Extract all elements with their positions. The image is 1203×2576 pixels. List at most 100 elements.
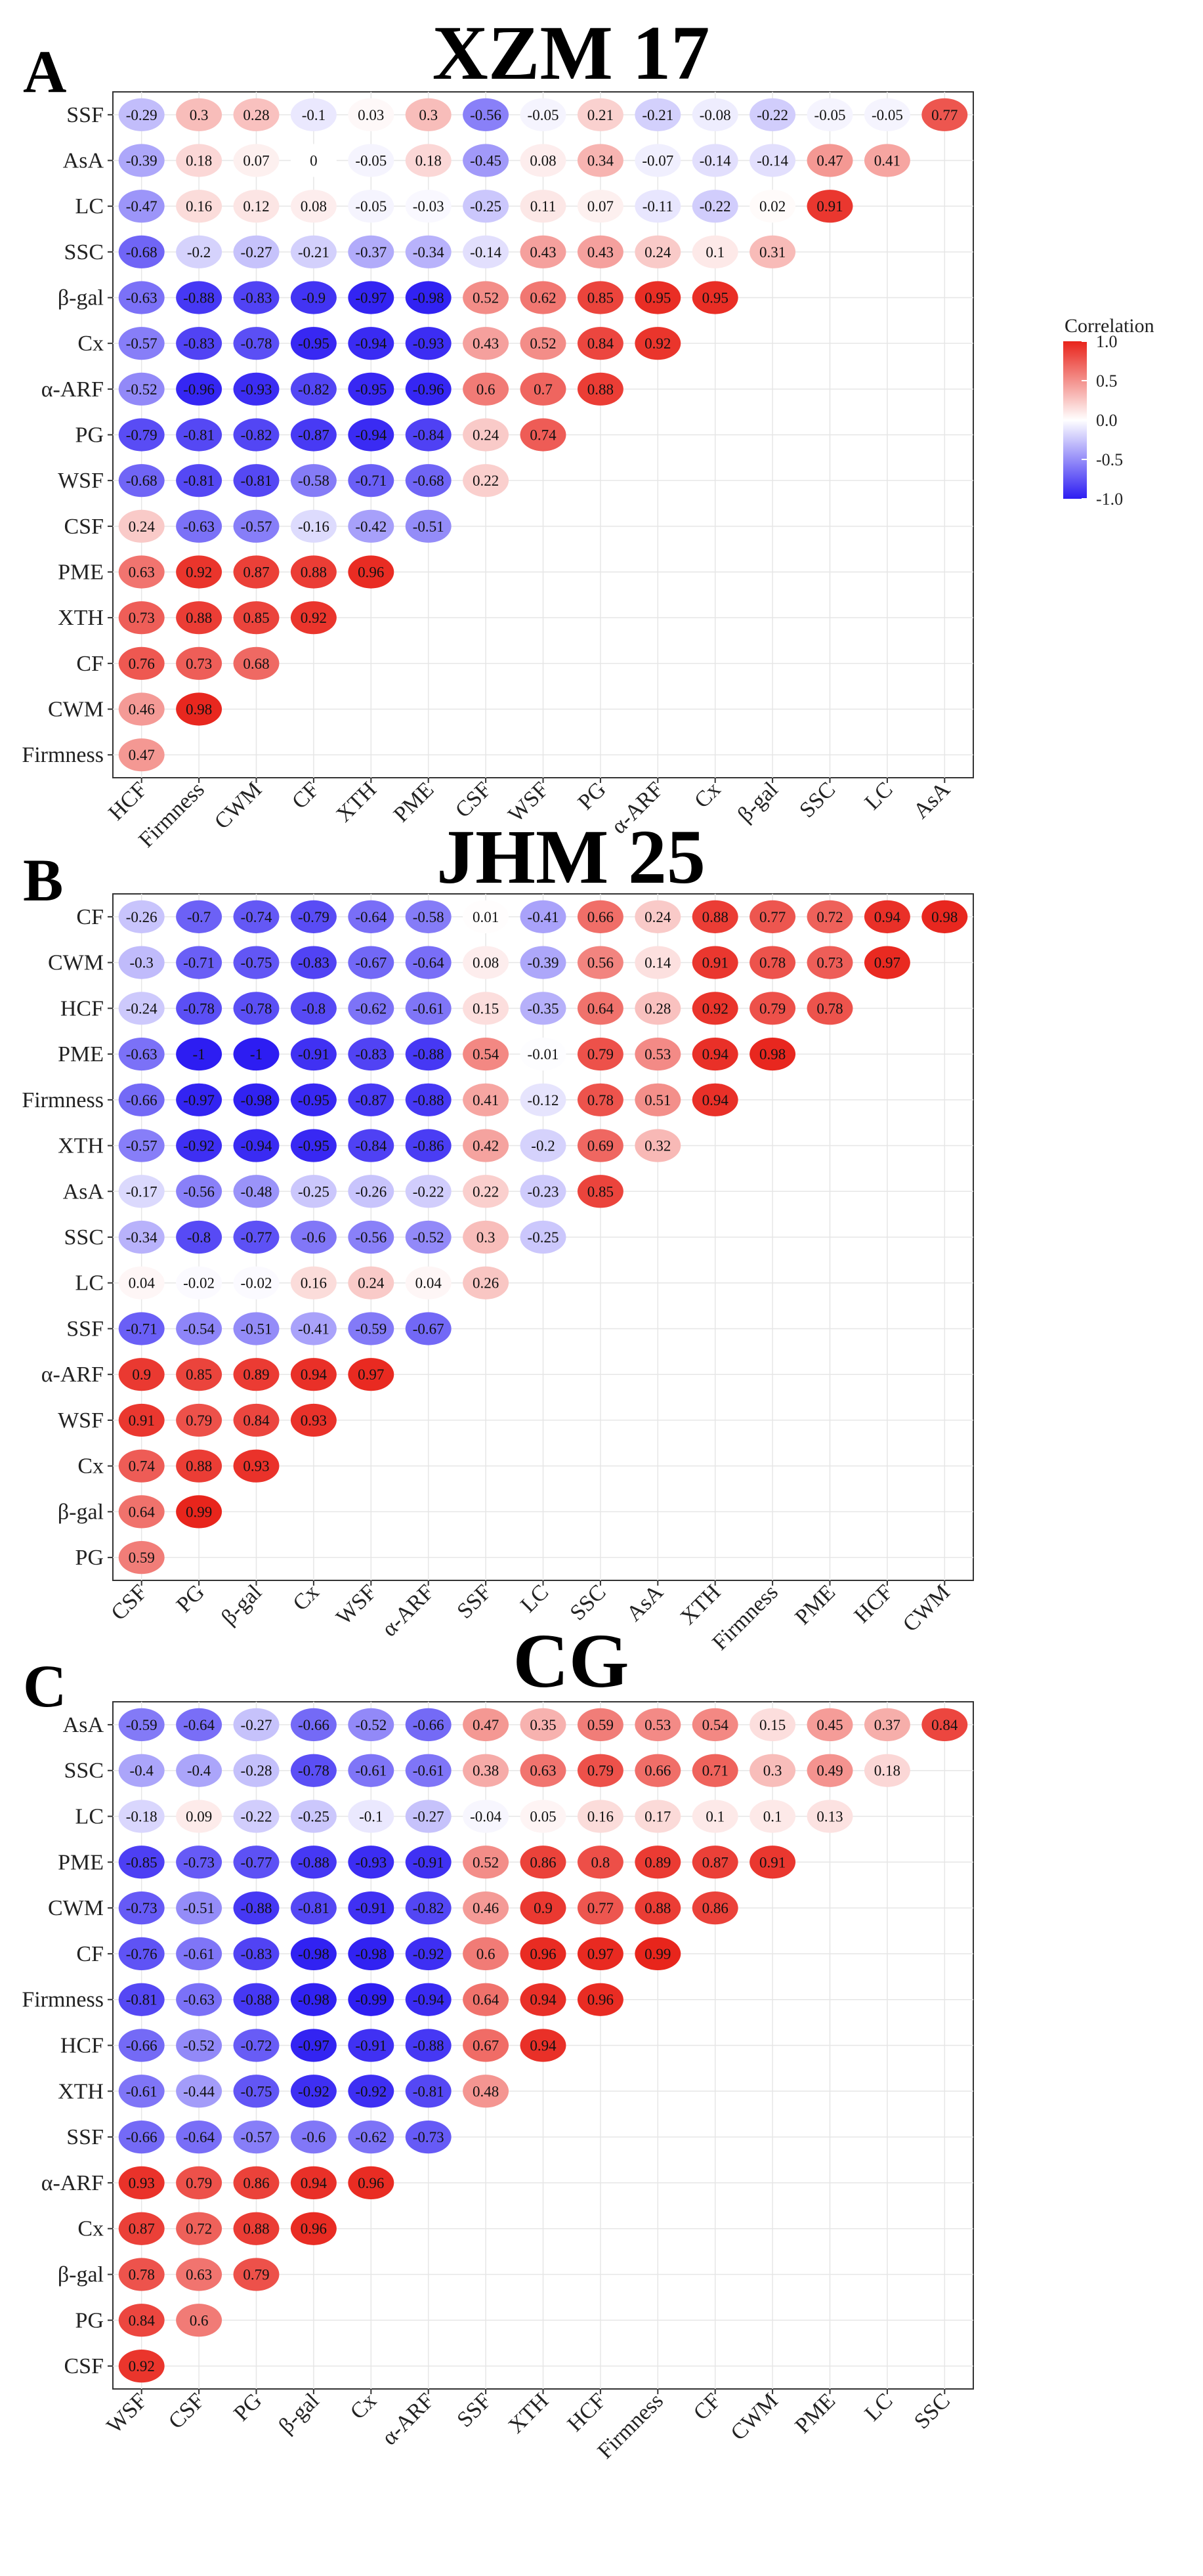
correlation-ellipse — [118, 1175, 165, 1208]
correlation-value: -0.63 — [126, 1046, 158, 1063]
correlation-ellipse — [290, 1266, 337, 1299]
correlation-value: -0.97 — [298, 2038, 329, 2054]
correlation-value: 0.85 — [587, 1183, 614, 1200]
correlation-ellipse — [520, 1129, 566, 1162]
correlation-value: -0.35 — [528, 1000, 559, 1017]
correlation-ellipse — [290, 2120, 337, 2154]
correlation-ellipse — [405, 372, 452, 406]
correlation-value: 0.88 — [702, 909, 728, 925]
correlation-value: -0.39 — [126, 153, 158, 169]
correlation-value: 0.91 — [702, 955, 728, 971]
correlation-ellipse — [577, 372, 623, 406]
correlation-value: -0.93 — [413, 335, 444, 352]
correlation-value: -0.47 — [126, 198, 158, 215]
col-label: XTH — [504, 2388, 554, 2438]
correlation-value: 0.35 — [530, 1717, 556, 1733]
correlation-value: 0.18 — [874, 1763, 900, 1779]
correlation-ellipse — [635, 1129, 681, 1162]
correlation-value: 0.18 — [415, 153, 442, 169]
correlation-value: -1 — [193, 1046, 205, 1063]
correlation-value: -0.94 — [355, 335, 387, 352]
correlation-value: -0.05 — [814, 107, 846, 123]
correlation-value: 0.97 — [874, 955, 900, 971]
correlation-value: 0.74 — [129, 1458, 156, 1475]
correlation-ellipse — [520, 1083, 566, 1116]
correlation-ellipse — [176, 1175, 222, 1208]
correlation-value: -0.66 — [126, 2038, 158, 2054]
correlation-value: -0.83 — [241, 1946, 272, 1962]
correlation-ellipse — [118, 1983, 165, 2016]
correlation-ellipse — [118, 1037, 165, 1071]
correlation-ellipse — [290, 2075, 337, 2108]
correlation-value: -0.37 — [355, 244, 387, 261]
correlation-value: -0.08 — [700, 107, 731, 123]
correlation-ellipse — [233, 509, 280, 543]
correlation-ellipse — [118, 418, 165, 452]
correlation-value: 0.53 — [644, 1717, 671, 1733]
correlation-value: -0.62 — [355, 2129, 387, 2145]
correlation-ellipse — [405, 1800, 452, 1833]
correlation-ellipse — [348, 1220, 394, 1254]
correlation-ellipse — [118, 2258, 165, 2291]
correlation-value: 0.9 — [534, 1900, 553, 1916]
correlation-value: 0.97 — [358, 1366, 384, 1383]
col-label: CWM — [898, 1580, 955, 1636]
correlation-value: -0.12 — [528, 1092, 559, 1109]
correlation-value: 0.22 — [473, 473, 499, 489]
correlation-ellipse — [290, 1083, 337, 1116]
correlation-value: -0.88 — [241, 1900, 272, 1916]
correlation-value: -0.74 — [241, 909, 272, 925]
correlation-value: -0.61 — [413, 1763, 444, 1779]
correlation-ellipse — [749, 946, 796, 979]
correlation-value: 0.49 — [816, 1763, 843, 1779]
correlation-value: 0.3 — [419, 107, 438, 123]
correlation-ellipse — [348, 946, 394, 979]
correlation-value: 0.28 — [243, 107, 269, 123]
correlation-value: 0.3 — [190, 107, 209, 123]
correlation-ellipse — [233, 1312, 280, 1345]
correlation-value: -0.81 — [298, 1900, 329, 1916]
correlation-value: 0.46 — [129, 702, 155, 718]
correlation-ellipse — [463, 1983, 509, 2016]
correlation-ellipse — [692, 1800, 738, 1833]
correlation-ellipse — [864, 98, 910, 131]
row-label: XTH — [58, 1134, 104, 1158]
correlation-value: 0.01 — [473, 909, 499, 925]
correlation-value: 0.17 — [644, 1809, 671, 1825]
correlation-value: -0.91 — [298, 1046, 329, 1063]
correlation-ellipse — [405, 144, 452, 177]
correlation-value: 0 — [310, 153, 318, 169]
correlation-ellipse — [118, 2120, 165, 2154]
correlation-ellipse — [463, 1083, 509, 1116]
correlation-ellipse — [176, 2258, 222, 2291]
correlation-ellipse — [290, 1846, 337, 1879]
correlation-value: -0.25 — [528, 1229, 559, 1246]
col-label: HCF — [563, 2388, 611, 2436]
correlation-value: 0.93 — [243, 1458, 269, 1475]
correlation-value: -0.14 — [700, 153, 731, 169]
correlation-value: 0.24 — [358, 1275, 385, 1292]
row-label: WSF — [58, 469, 104, 493]
correlation-value: 0.94 — [530, 2038, 557, 2054]
correlation-ellipse — [692, 1891, 738, 1925]
col-label: AsA — [909, 777, 956, 824]
correlation-ellipse — [118, 1937, 165, 1971]
correlation-value: -0.01 — [528, 1046, 559, 1063]
correlation-value: 0.62 — [530, 290, 556, 306]
correlation-ellipse — [749, 190, 796, 223]
correlation-ellipse — [348, 1708, 394, 1742]
correlation-value: -0.24 — [126, 1000, 158, 1017]
correlation-ellipse — [348, 1891, 394, 1925]
correlation-value: -0.95 — [298, 1092, 329, 1109]
correlation-value: -0.81 — [241, 473, 272, 489]
correlation-ellipse — [176, 327, 222, 360]
correlation-ellipse — [405, 1175, 452, 1208]
correlation-value: 0.71 — [702, 1763, 728, 1779]
correlation-value: -0.22 — [700, 198, 731, 215]
correlation-value: 0.42 — [473, 1138, 499, 1154]
correlation-ellipse — [118, 946, 165, 979]
correlation-ellipse — [635, 144, 681, 177]
correlation-ellipse — [176, 601, 222, 635]
correlation-value: -0.83 — [355, 1046, 387, 1063]
correlation-ellipse — [635, 190, 681, 223]
